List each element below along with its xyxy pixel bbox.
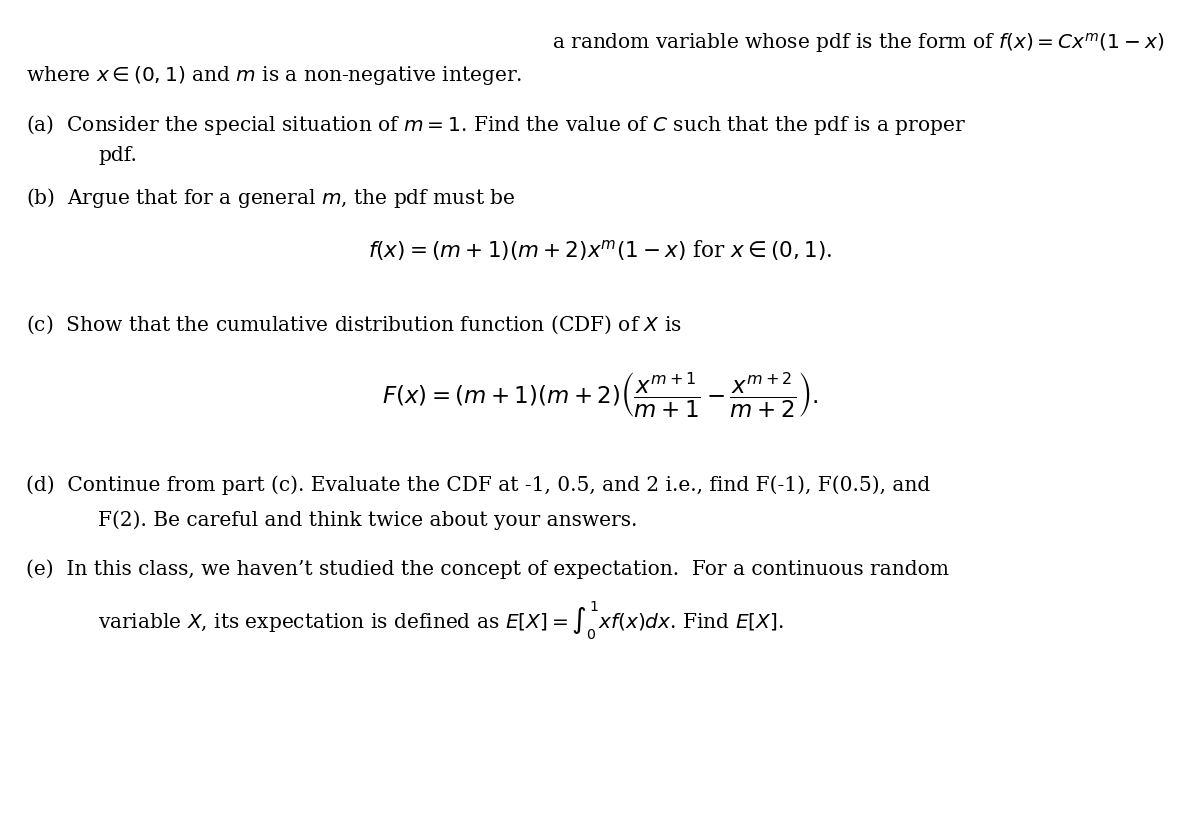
Text: (b)  Argue that for a general $m$, the pdf must be: (b) Argue that for a general $m$, the pd… xyxy=(26,186,516,210)
Text: $F(x) = (m+1)(m+2)\left(\dfrac{x^{m+1}}{m+1} - \dfrac{x^{m+2}}{m+2}\right).$: $F(x) = (m+1)(m+2)\left(\dfrac{x^{m+1}}{… xyxy=(382,370,818,419)
Text: (a)  Consider the special situation of $m = 1$. Find the value of $C$ such that : (a) Consider the special situation of $m… xyxy=(26,113,966,137)
Text: (c)  Show that the cumulative distribution function (CDF) of $X$ is: (c) Show that the cumulative distributio… xyxy=(26,313,682,335)
Text: where $x \in (0, 1)$ and $m$ is a non-negative integer.: where $x \in (0, 1)$ and $m$ is a non-ne… xyxy=(26,64,523,87)
Text: a random variable whose pdf is the form of $f(x) = Cx^m(1-x)$: a random variable whose pdf is the form … xyxy=(552,31,1164,55)
Text: $f(x) = (m+1)(m+2)x^m(1-x)$ for $x \in (0, 1)$.: $f(x) = (m+1)(m+2)x^m(1-x)$ for $x \in (… xyxy=(368,238,832,262)
Text: F(2). Be careful and think twice about your answers.: F(2). Be careful and think twice about y… xyxy=(98,509,637,529)
Text: (d)  Continue from part (c). Evaluate the CDF at -1, 0.5, and 2 i.e., find F(-1): (d) Continue from part (c). Evaluate the… xyxy=(26,475,931,495)
Text: variable $X$, its expectation is defined as $E[X] = \int_0^1 xf(x)dx$. Find $E[X: variable $X$, its expectation is defined… xyxy=(98,600,785,641)
Text: pdf.: pdf. xyxy=(98,146,137,165)
Text: (e)  In this class, we haven’t studied the concept of expectation.  For a contin: (e) In this class, we haven’t studied th… xyxy=(26,559,949,578)
